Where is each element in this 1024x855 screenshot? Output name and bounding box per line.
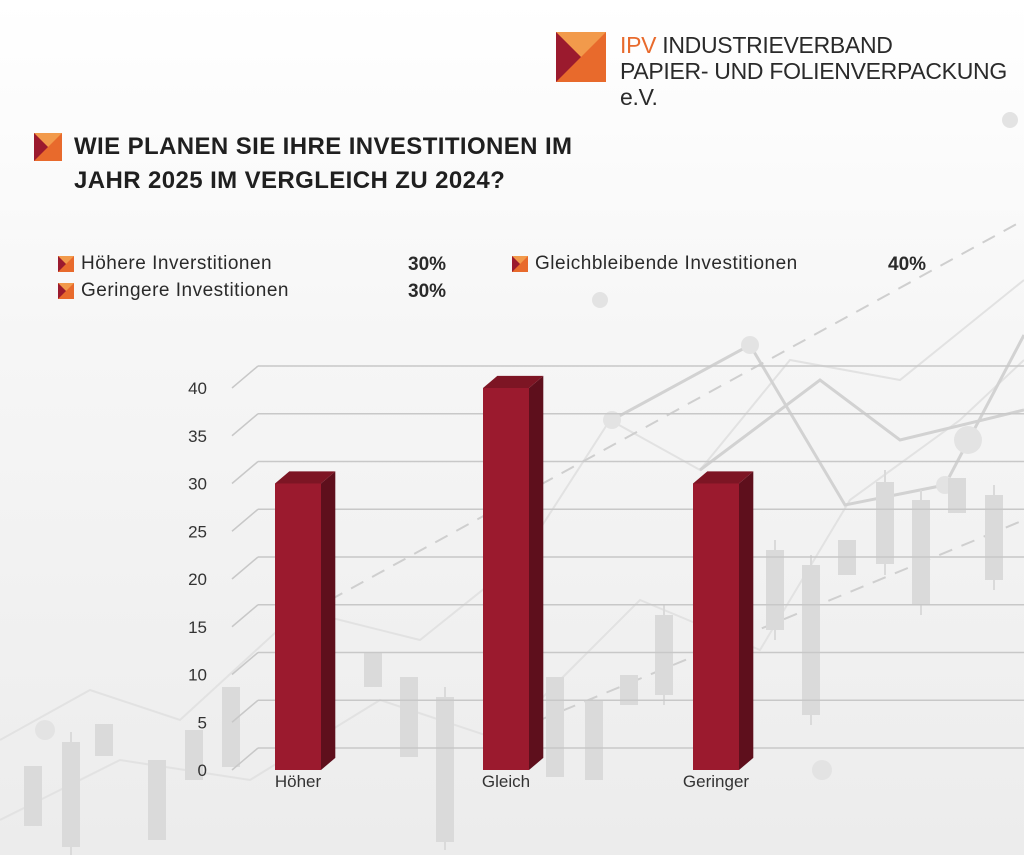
gridline-diagonal [231, 747, 259, 771]
legend-item-geringer: Geringere Investitionen [58, 279, 289, 303]
bar [693, 483, 739, 770]
legend-item-hoeher: Höhere Inverstitionen [58, 252, 272, 276]
legend-label: Geringere Investitionen [81, 280, 289, 301]
legend-bullet-icon [512, 256, 528, 272]
y-tick-label: 30 [188, 475, 207, 494]
y-tick-label: 10 [188, 666, 207, 685]
legend-item-gleich: Gleichbleibende Investitionen [512, 252, 798, 276]
y-tick-label: 40 [188, 379, 207, 398]
gridline-diagonal [231, 604, 259, 628]
legend-value: 40% [888, 254, 927, 275]
logo-line1: INDUSTRIEVERBAND [662, 32, 893, 58]
legend-value: 30% [408, 281, 447, 302]
gridline-diagonal [231, 365, 259, 389]
gridline-diagonal [231, 508, 259, 532]
y-tick-label: 0 [198, 761, 207, 780]
legend-label: Gleichbleibende Investitionen [535, 253, 798, 274]
y-tick-label: 25 [188, 522, 207, 541]
bar-top [483, 375, 544, 388]
legend-bullet-icon [58, 256, 74, 272]
y-tick-label: 35 [188, 427, 207, 446]
y-tick-label: 20 [188, 570, 207, 589]
y-tick-label: 15 [188, 618, 207, 637]
legend-bullet-icon [58, 283, 74, 299]
logo-line2: PAPIER- UND FOLIENVERPACKUNG e.V. [620, 58, 1007, 110]
y-tick-label: 5 [198, 713, 207, 732]
ipv-logo-text: IPV INDUSTRIEVERBAND PAPIER- UND FOLIENV… [620, 32, 1024, 110]
bar-top [693, 471, 754, 484]
page-title: WIE PLANEN SIE IHRE INVESTITIONEN IM JAH… [74, 130, 634, 198]
gridline-diagonal [231, 699, 259, 723]
title-bullet-icon [34, 133, 62, 161]
bar-side [529, 375, 544, 770]
title-line1: WIE PLANEN SIE IHRE INVESTITIONEN IM [74, 133, 573, 160]
bar-side [321, 471, 336, 770]
gridline-diagonal [231, 651, 259, 676]
x-tick-label: Höher [275, 772, 322, 791]
ipv-logo-icon [556, 32, 606, 82]
legend-value: 30% [408, 254, 447, 275]
x-tick-label: Geringer [683, 772, 749, 791]
bar-top [275, 471, 336, 484]
gridline-diagonal [231, 460, 259, 485]
bar-side [739, 471, 754, 770]
x-tick-label: Gleich [482, 772, 530, 791]
bar [483, 388, 529, 770]
legend-label: Höhere Inverstitionen [81, 253, 273, 274]
title-line2: JAHR 2025 IM VERGLEICH ZU 2024? [74, 167, 506, 194]
gridline-diagonal [231, 556, 259, 580]
gridline-diagonal [231, 413, 259, 437]
logo-abbr: IPV [620, 32, 657, 58]
bar [275, 483, 321, 770]
